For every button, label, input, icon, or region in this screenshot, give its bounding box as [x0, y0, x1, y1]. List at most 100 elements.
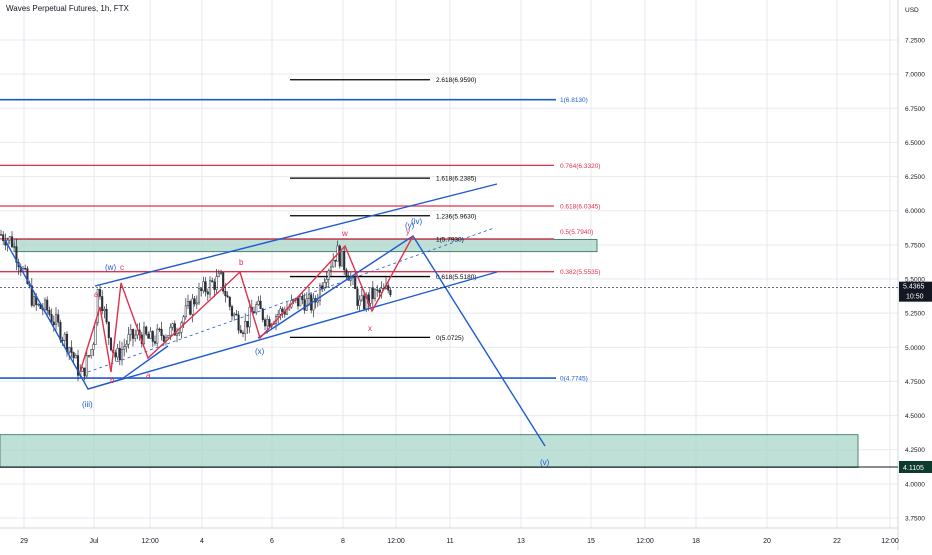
candle-body [158, 328, 161, 331]
candle-body [54, 314, 58, 325]
candle-body [2, 234, 5, 241]
candle-body [61, 339, 64, 342]
candle-body [351, 276, 355, 279]
candle-body [116, 347, 119, 358]
bar-countdown: 10:50 [906, 294, 924, 301]
candle-body [197, 288, 201, 304]
candle-body [147, 334, 150, 339]
candle-body [156, 328, 159, 344]
candle-body [142, 326, 146, 344]
wave-label-blue: (iv) [411, 217, 422, 226]
candle-body [252, 311, 256, 313]
candle-body [72, 352, 75, 359]
x-axis-labels: 29 Jul 12:00 4 6 8 12:00 11 13 15 12:00 18 20 22 12:00 [20, 538, 899, 545]
candle-body [92, 344, 95, 350]
y-tick-label: 6.7500 [905, 106, 925, 113]
candle-body [107, 321, 110, 339]
candle-body [360, 295, 363, 301]
blue-channel-lower [87, 271, 498, 390]
fib-level-label: 0.764(6.3320) [560, 163, 600, 170]
wave-label-red: c [120, 263, 124, 272]
wave-label-blue: (iii) [82, 400, 93, 409]
candle-body [125, 343, 128, 347]
fib-level-label: 1.618(6.2385) [436, 176, 476, 183]
target-price-value: 4.1105 [903, 465, 924, 472]
candle-body [131, 329, 135, 339]
candle-body [109, 337, 113, 351]
candle-body [76, 355, 80, 376]
fib-level-label: 1(6.8130) [560, 97, 588, 104]
candle-body [371, 287, 374, 299]
candle-body [343, 251, 346, 271]
candles [0, 229, 392, 382]
candle-body [173, 323, 176, 336]
candle-body [127, 334, 130, 345]
candle-body [37, 303, 40, 306]
x-tick-label: 6 [270, 538, 274, 545]
candle-body [96, 289, 99, 323]
candle-body [193, 298, 196, 305]
y-tick-label: 5.7500 [905, 242, 925, 249]
candle-body [246, 321, 249, 328]
candle-body [85, 355, 88, 377]
candle-body [255, 304, 258, 313]
wave-label-blue: (w) [105, 263, 116, 272]
candle-body [200, 288, 203, 291]
candle-body [63, 333, 66, 341]
candle-body [224, 291, 227, 297]
x-tick-label: 20 [763, 538, 771, 545]
candle-body [83, 367, 86, 377]
x-tick-label: 12:00 [881, 538, 899, 545]
candle-body [98, 289, 102, 297]
y-tick-label: 5.5000 [905, 277, 925, 284]
candle-body [325, 278, 328, 283]
candle-body [90, 349, 93, 356]
x-tick-label: 11 [446, 538, 453, 545]
candle-body [101, 296, 104, 311]
wave-label-red: b [239, 258, 244, 267]
y-tick-label: 6.5000 [905, 140, 925, 147]
candle-body [222, 272, 225, 292]
candle-body [8, 236, 11, 241]
candle-body [244, 321, 247, 334]
blue-channel-upper [94, 183, 498, 287]
candle-body [32, 296, 36, 306]
wave-label-red: y [406, 227, 410, 236]
current-price-tag [899, 281, 932, 302]
x-tick-label: 29 [20, 538, 28, 545]
demand-zone [13, 238, 598, 253]
candle-body [50, 314, 53, 323]
candle-body [178, 332, 181, 335]
candle-body [332, 259, 335, 268]
candle-body [378, 289, 381, 293]
fib-level-label: 0.5(5.7940) [560, 229, 593, 236]
fib-level-label: 1.236(5.9630) [436, 213, 476, 220]
fib-level-label: 0(5.0725) [436, 335, 464, 342]
candle-body [120, 349, 124, 361]
x-tick-label: 13 [517, 538, 525, 545]
candle-body [202, 281, 205, 291]
candle-body [312, 298, 315, 311]
x-tick-label: 12:00 [387, 538, 405, 545]
y-tick-label: 5.2500 [905, 311, 925, 318]
candle-body [169, 326, 172, 336]
candle-body [362, 295, 366, 310]
candle-body [389, 289, 392, 296]
candle-body [354, 276, 357, 290]
candle-body [103, 308, 106, 311]
y-tick-label: 7.0000 [905, 72, 925, 79]
wave-label-blue: (x) [255, 347, 265, 356]
candle-body [0, 234, 3, 236]
candle-body [215, 276, 218, 290]
candle-body [175, 333, 179, 336]
chart-title: Waves Perpetual Futures, 1h, FTX [6, 4, 129, 13]
candle-body [321, 285, 324, 290]
candle-body [184, 305, 187, 317]
candle-body [46, 299, 49, 311]
candle-body [301, 295, 304, 301]
candle-body [323, 282, 326, 290]
candle-body [191, 298, 194, 315]
red-wave-structure [79, 235, 414, 373]
